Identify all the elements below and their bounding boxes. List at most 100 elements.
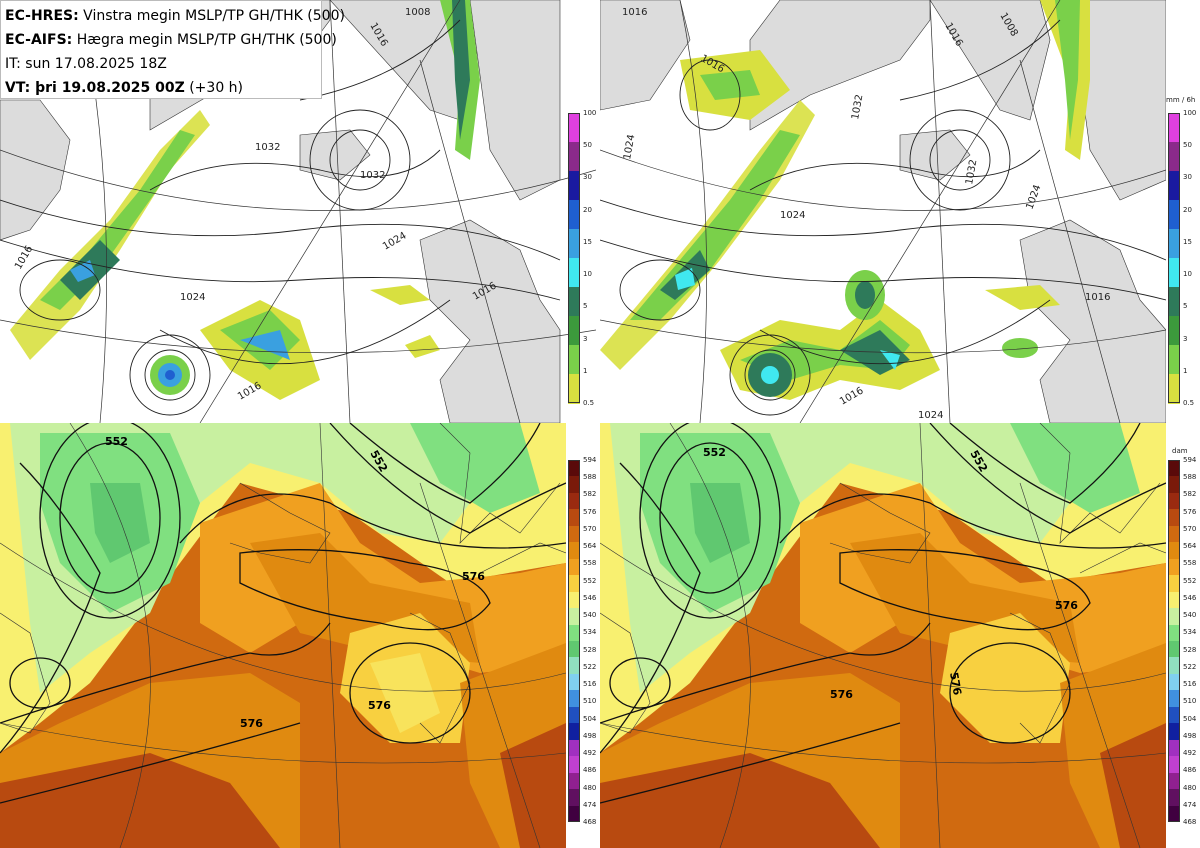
precip-colorbar-right (1168, 113, 1180, 404)
colorbar-segment (1168, 706, 1180, 724)
gh-label: 576 (462, 570, 485, 583)
precip-colorbar-left (568, 113, 580, 404)
colorbar-segment (1168, 525, 1180, 543)
colorbar-segment (1168, 113, 1180, 143)
colorbar-tick-label: 50 (1183, 141, 1192, 150)
precip-unit: mm / 6h (1166, 96, 1196, 104)
isobar-label: 1016 (1085, 292, 1110, 303)
colorbar-segment (568, 789, 580, 807)
graticule (600, 0, 1166, 423)
colorbar-tick-label: 20 (583, 205, 592, 214)
colorbar-segment (1168, 608, 1180, 626)
colorbar-border (1168, 113, 1180, 403)
colorbar-segment (1168, 142, 1180, 172)
isobar-label: 1032 (255, 142, 280, 153)
colorbar-segment (1168, 460, 1180, 477)
isobar-label: 1032 (964, 159, 979, 186)
colorbar-segment (568, 113, 580, 143)
colorbar-tick-label: 540 (583, 611, 597, 620)
colorbar-segment (1168, 739, 1180, 757)
colorbar-tick-label: 100 (1183, 109, 1197, 117)
colorbar-segment (1168, 575, 1180, 593)
colorbar-segment (1168, 374, 1180, 404)
colorbar-tick-label: 15 (583, 237, 592, 246)
aifs-thk-map: 552 552 576 576 576 (600, 423, 1166, 848)
colorbar-tick-label: 582 (1183, 490, 1197, 499)
aifs-thk-panel: 552 552 576 576 576 (600, 423, 1166, 848)
colorbar-segment (1168, 723, 1180, 741)
gh-label: 576 (830, 688, 853, 701)
colorbar-tick-label: 486 (1183, 766, 1197, 775)
colorbar-tick-label: 516 (583, 680, 597, 689)
colorbar-segment (568, 690, 580, 708)
colorbar-segment (568, 374, 580, 404)
thk-unit: dam (1172, 447, 1188, 455)
colorbar-tick-label: 510 (1183, 697, 1197, 706)
colorbar-segment (568, 287, 580, 317)
aifs-mslp-panel: 1016 1016 1008 1024 1032 1024 1032 1024 … (600, 0, 1166, 423)
thickness-fill (0, 423, 566, 848)
colorbar-tick-label: 5 (1183, 302, 1188, 311)
colorbar-segment (568, 756, 580, 774)
colorbar-segment (568, 229, 580, 259)
colorbar-tick-label: 564 (1183, 542, 1197, 551)
colorbar-tick-label: 516 (1183, 680, 1197, 689)
colorbar-tick-label: 1 (1183, 366, 1188, 375)
thk-colorbar-right (1168, 460, 1180, 823)
colorbar-segment (1168, 624, 1180, 642)
colorbar-tick-label: 558 (583, 559, 597, 568)
height-contours (0, 423, 566, 804)
gh-label: 552 (703, 446, 726, 459)
colorbar-tick-label: 522 (1183, 662, 1197, 671)
colorbar-segment (568, 200, 580, 230)
forecast-hour: (+30 h) (189, 80, 244, 96)
graticule (0, 0, 596, 423)
isobar-label: 1024 (780, 210, 805, 221)
colorbar-tick-label: 10 (1183, 270, 1192, 279)
colorbar-segment (568, 345, 580, 375)
colorbar-segment (1168, 345, 1180, 375)
info-line-aifs: EC-AIFS: Hægra megin MSLP/TP GH/THK (500… (5, 28, 337, 52)
colorbar-segment (568, 641, 580, 658)
colorbar-segment (1168, 200, 1180, 230)
hres-thk-map: 552 552 576 576 576 (0, 423, 566, 848)
colorbar-tick-label: 588 (1183, 473, 1197, 482)
colorbar-tick-label: 504 (583, 714, 597, 723)
thickness-fill (600, 423, 1166, 848)
colorbar-border (1168, 460, 1180, 822)
colorbar-segment (1168, 542, 1180, 560)
colorbar-tick-label: 522 (583, 662, 597, 671)
gh-label: 552 (105, 435, 128, 448)
colorbar-tick-label: 492 (1183, 749, 1197, 758)
colorbar-tick-label: 15 (1183, 237, 1192, 246)
isobar-label: 1024 (622, 134, 637, 161)
isobar-label: 1024 (180, 292, 205, 303)
isobars (0, 19, 561, 416)
colorbar-segment (1168, 756, 1180, 774)
colorbar-tick-label: 0.5 (1183, 399, 1195, 407)
colorbar-segment (568, 591, 580, 609)
colorbar-tick-label: 50 (583, 141, 592, 150)
colorbar-segment (1168, 789, 1180, 807)
colorbar-tick-label: 528 (583, 645, 597, 654)
colorbar-tick-label: 480 (1183, 783, 1197, 792)
colorbar-tick-label: 10 (583, 270, 592, 279)
colorbar-tick-label: 552 (1183, 576, 1197, 585)
colorbar-tick-label: 594 (1183, 456, 1197, 464)
colorbar-segment (1168, 673, 1180, 691)
info-line-init-time: IT: sun 17.08.2025 18Z (5, 56, 167, 72)
hres-thk-panel: 552 552 576 576 576 (0, 423, 566, 848)
precip (10, 0, 480, 400)
thk-colorbar-left (568, 460, 580, 823)
isobar-label: 1032 (360, 170, 385, 181)
isobar-label: 1024 (918, 410, 943, 421)
colorbar-segment (1168, 509, 1180, 527)
land (600, 0, 1166, 423)
colorbar-tick-label: 540 (1183, 611, 1197, 620)
colorbar-tick-label: 20 (1183, 205, 1192, 214)
colorbar-tick-label: 474 (1183, 800, 1197, 809)
colorbar-segment (568, 608, 580, 626)
colorbar-tick-label: 558 (1183, 559, 1197, 568)
isobar-label: 1008 (405, 7, 430, 18)
colorbar-tick-label: 576 (583, 507, 597, 516)
